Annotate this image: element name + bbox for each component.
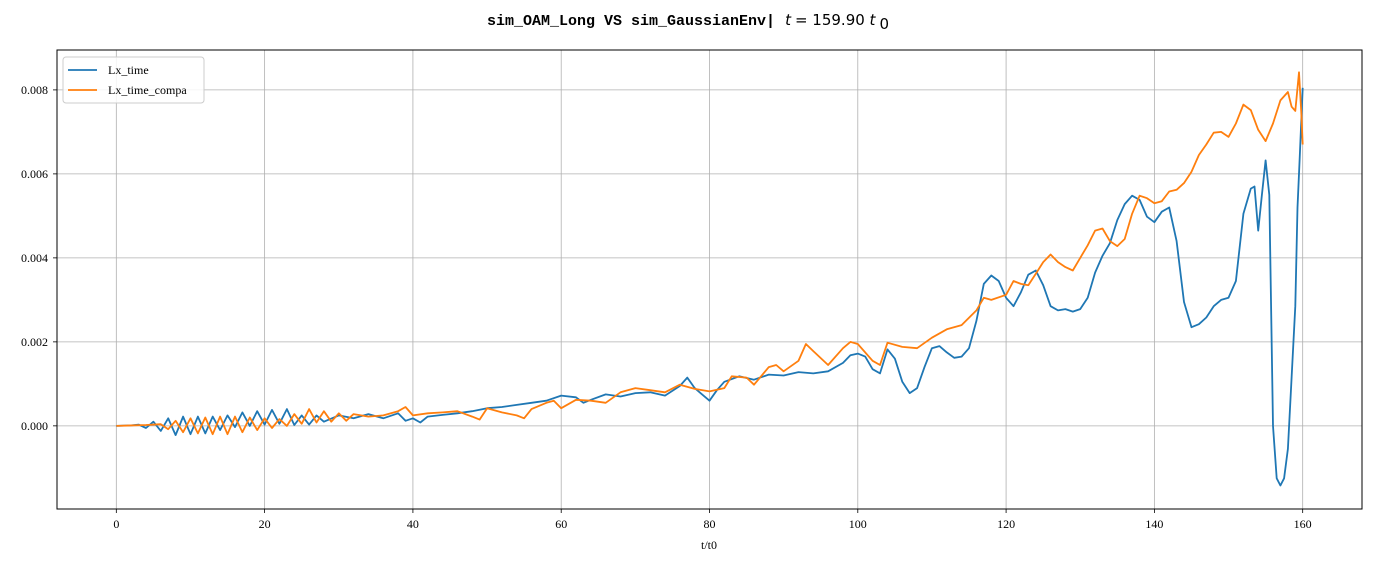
x-tick-label: 60 (555, 517, 567, 531)
x-tick-label: 20 (259, 517, 271, 531)
x-axis-ticks: 0 20 40 60 80 100 120 140 160 (113, 509, 1312, 531)
x-tick-label: 120 (997, 517, 1015, 531)
x-tick-label: 0 (113, 517, 119, 531)
x-tick-label: 80 (704, 517, 716, 531)
x-axis-label: t/t0 (701, 538, 717, 552)
chart-title-sub: 0 (879, 15, 889, 33)
series-line-2 (116, 71, 1304, 436)
series-lines (116, 71, 1304, 487)
plot-frame (56, 49, 1363, 510)
x-tick-label: 100 (849, 517, 867, 531)
chart-title-unit: t (870, 11, 877, 29)
chart-title: sim_OAM_Long VS sim_GaussianEnv| t = 159… (487, 11, 889, 33)
legend-label: Lx_time (108, 63, 149, 77)
y-axis-ticks: 0.000 0.002 0.004 0.006 0.008 (21, 83, 57, 433)
y-tick-label: 0.004 (21, 251, 48, 265)
chart-title-eq: = 159.90 (795, 11, 870, 29)
chart-title-var: t (785, 11, 792, 29)
y-tick-label: 0.002 (21, 335, 48, 349)
x-tick-label: 40 (407, 517, 419, 531)
y-tick-label: 0.006 (21, 167, 48, 181)
legend-box (62, 56, 205, 104)
legend: Lx_time Lx_time_compa (62, 56, 205, 104)
y-tick-label: 0.008 (21, 83, 48, 97)
grid (57, 50, 1362, 509)
x-tick-label: 140 (1145, 517, 1163, 531)
series-line-1 (116, 87, 1304, 487)
legend-label: Lx_time_compa (108, 83, 187, 97)
chart-title-code: sim_OAM_Long VS sim_GaussianEnv| (487, 13, 775, 30)
x-tick-label: 160 (1294, 517, 1312, 531)
y-tick-label: 0.000 (21, 419, 48, 433)
